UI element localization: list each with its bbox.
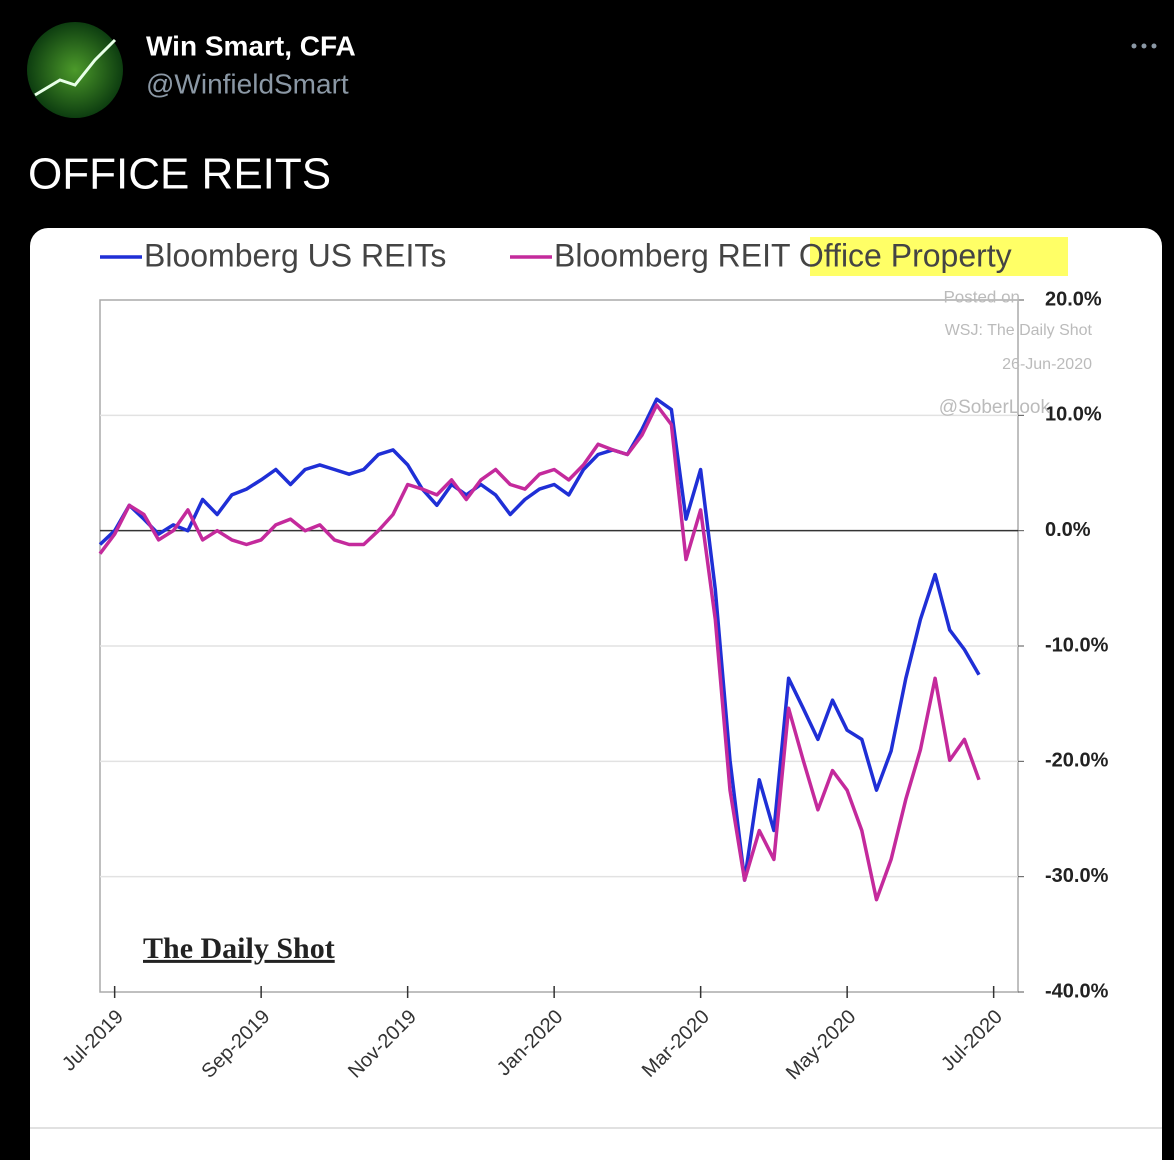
series-line <box>98 397 981 882</box>
legend-label: Bloomberg REIT Office Property <box>554 237 1012 273</box>
legend-label: Bloomberg US REITs <box>144 237 446 273</box>
y-tick-label: 10.0% <box>1045 404 1102 426</box>
more-menu[interactable] <box>1131 43 1157 49</box>
watermark: @SoberLook <box>939 397 1051 418</box>
watermark: Posted on <box>943 287 1020 306</box>
watermark: 26-Jun-2020 <box>1002 356 1092 373</box>
y-tick-label: 0.0% <box>1045 519 1091 541</box>
series-line <box>98 403 981 902</box>
author-name[interactable]: Win Smart, CFA <box>146 30 356 61</box>
avatar-graph <box>34 38 117 97</box>
y-tick-label: -20.0% <box>1045 750 1109 772</box>
legend-highlight <box>810 237 1068 276</box>
avatar[interactable] <box>27 22 123 118</box>
y-tick-label: -40.0% <box>1045 980 1109 1002</box>
tweet-text: OFFICE REITS <box>28 150 331 199</box>
watermark: WSJ: The Daily Shot <box>945 322 1093 339</box>
source-logo: The Daily Shot <box>143 932 335 965</box>
y-tick-label: -30.0% <box>1045 865 1109 887</box>
y-tick-label: -10.0% <box>1045 634 1109 656</box>
media-card[interactable] <box>30 228 1162 1160</box>
author-handle[interactable]: @WinfieldSmart <box>146 68 349 99</box>
y-tick-label: 20.0% <box>1045 288 1102 310</box>
